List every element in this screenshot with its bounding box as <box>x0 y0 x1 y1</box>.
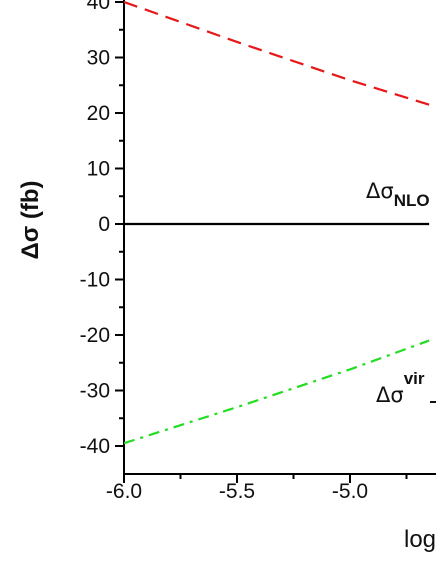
annotation-nlo: ΔσNLO <box>366 179 430 210</box>
series-line-1 <box>124 0 430 106</box>
y-tick-label: -30 <box>80 380 110 403</box>
x-axis-label: log <box>404 526 436 553</box>
annotation-nlo-sub: NLO <box>394 191 430 210</box>
annotation-vir-main: Δσ <box>376 383 404 407</box>
y-axis-label: Δσ (fb) <box>17 181 44 260</box>
x-tick-label: -5.5 <box>219 480 255 503</box>
y-tick-label: -40 <box>80 435 110 458</box>
y-tick-label: -10 <box>80 269 110 292</box>
annotation-vir: Δσvir <box>376 369 425 407</box>
x-tick-label: -6.0 <box>106 480 142 503</box>
annotation-vir-sup: vir <box>404 369 425 388</box>
y-tick-label: 0 <box>98 213 110 236</box>
y-tick-label: 20 <box>87 102 110 125</box>
y-tick-label: -20 <box>80 324 110 347</box>
annotation-nlo-main: Δσ <box>366 179 394 203</box>
y-tick-label: 10 <box>87 158 110 181</box>
y-tick-label: 40 <box>87 0 110 14</box>
y-tick-label: 30 <box>87 47 110 70</box>
series-line-3 <box>124 339 430 445</box>
x-tick-label: -5.0 <box>332 480 368 503</box>
